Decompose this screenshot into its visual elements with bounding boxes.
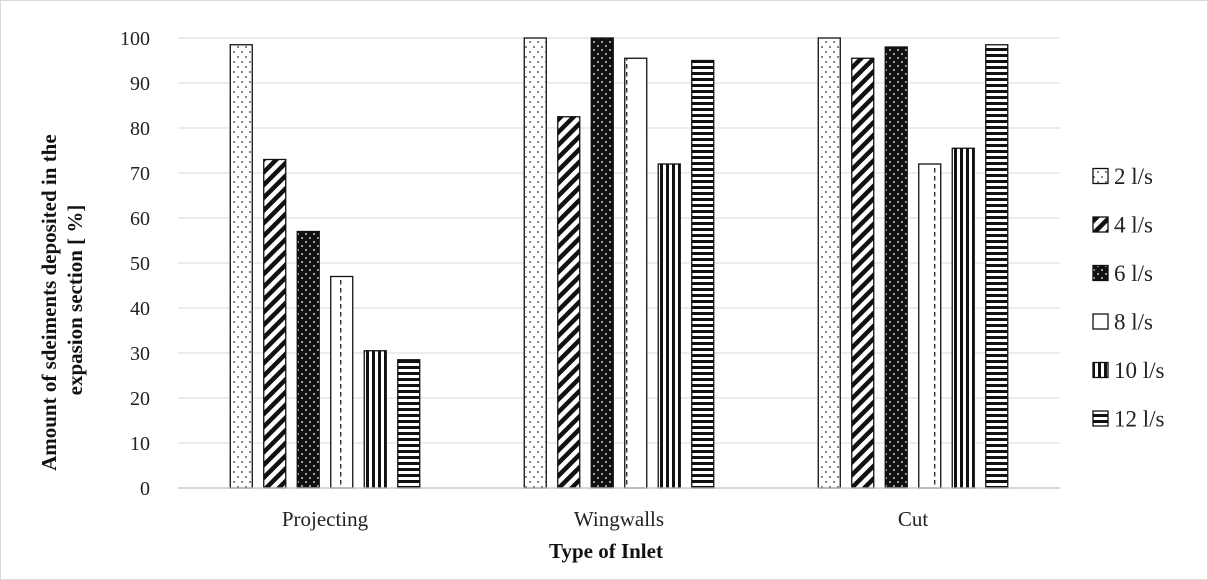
legend-label: 4 l/s	[1114, 213, 1153, 238]
bar-cut-series-4	[918, 163, 942, 489]
bar-cut-series-5	[951, 147, 975, 489]
bar-projecting-series-5	[363, 350, 387, 489]
y-axis-title: Amount of sdeiments deposited in the exp…	[37, 129, 87, 471]
bar-wingwalls-series-4	[624, 57, 648, 489]
bar-wingwalls-series-1	[523, 37, 547, 489]
legend-label: 6 l/s	[1114, 261, 1153, 286]
bar-projecting-series-4	[330, 275, 354, 489]
bar-projecting-series-3	[296, 230, 320, 489]
legend-label: 12 l/s	[1114, 407, 1165, 432]
category-labels: Projecting Wingwalls Cut	[282, 507, 928, 531]
y-tick-label: 60	[130, 208, 150, 230]
y-tick-label: 20	[130, 388, 150, 410]
bar-cut-series-2	[851, 57, 875, 489]
bar-projecting-series-2	[263, 158, 287, 489]
legend-swatch	[1092, 361, 1109, 379]
x-tick-label: Projecting	[282, 507, 369, 531]
bar-wingwalls-series-2	[557, 116, 581, 489]
x-axis-title: Type of Inlet	[549, 539, 663, 563]
y-tick-label: 70	[130, 163, 150, 185]
y-tick-label: 100	[120, 28, 150, 50]
bar-projecting-series-1	[229, 44, 253, 489]
bar-cut-series-1	[817, 37, 841, 489]
legend: 2 l/s 4 l/s 6 l/s 8 l/s 10 l/s 12 l/s	[1092, 164, 1165, 432]
gridlines	[178, 37, 1060, 444]
bar-cut-series-3	[884, 46, 908, 489]
legend-label: 8 l/s	[1114, 310, 1153, 335]
legend-label: 2 l/s	[1114, 164, 1153, 189]
x-tick-label: Cut	[898, 507, 929, 531]
bar-wingwalls-series-5	[657, 163, 681, 489]
y-axis-title-line-2: expasion section [ %]	[63, 205, 87, 396]
y-tick-label: 90	[130, 73, 150, 95]
y-tick-label: 80	[130, 118, 150, 140]
y-tick-label: 10	[130, 433, 150, 455]
y-tick-labels: 0 10 20 30 40 50 60 70 80 90 100	[120, 28, 150, 500]
legend-swatch	[1092, 216, 1109, 233]
x-tick-label: Wingwalls	[574, 507, 664, 531]
bar-wingwalls-series-6	[691, 59, 715, 489]
bar-cut-series-6	[985, 44, 1009, 489]
bars	[229, 37, 1009, 489]
legend-swatch	[1092, 410, 1109, 427]
y-tick-label: 50	[130, 253, 150, 275]
legend-swatch	[1092, 313, 1109, 330]
y-axis-title-line-1: Amount of sdeiments deposited in the	[37, 134, 61, 471]
bar-projecting-series-6	[397, 359, 421, 489]
bar-wingwalls-series-3	[590, 37, 614, 489]
y-tick-label: 30	[130, 343, 150, 365]
y-tick-label: 40	[130, 298, 150, 320]
legend-swatch	[1092, 264, 1109, 282]
legend-swatch	[1092, 167, 1109, 185]
y-tick-label: 0	[140, 478, 150, 500]
legend-label: 10 l/s	[1114, 358, 1165, 383]
